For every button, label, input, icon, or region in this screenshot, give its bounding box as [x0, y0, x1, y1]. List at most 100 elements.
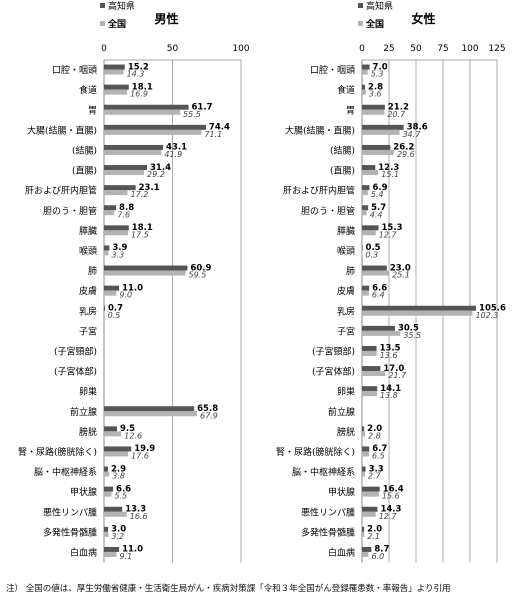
value-label-national: 12.6 — [124, 431, 142, 440]
value-label-kochi: 19.9 — [134, 444, 155, 454]
bar-national — [104, 491, 112, 497]
category-label: 卵巣 — [79, 386, 97, 398]
value-label-kochi: 3.9 — [112, 243, 127, 253]
category-label: 口腔・咽頭 — [52, 64, 97, 76]
value-label-national: 12.7 — [379, 230, 398, 239]
bar-national — [362, 170, 379, 176]
bar-kochi — [362, 64, 370, 70]
category-label: (子宮体部) — [312, 366, 355, 378]
category-label: 悪性リンパ腫 — [301, 506, 355, 518]
value-label-national: 7.6 — [117, 210, 130, 219]
bar-kochi — [104, 406, 195, 412]
bar-kochi — [104, 486, 114, 492]
category-label: 白血病 — [328, 546, 355, 558]
legend-swatch-national — [358, 21, 363, 26]
value-label-kochi: 3.0 — [111, 525, 126, 535]
value-label-national: 20.7 — [387, 110, 406, 119]
legend-label-national: 全国 — [365, 18, 384, 30]
bar-kochi — [362, 225, 379, 231]
value-label-kochi: 2.0 — [367, 424, 382, 434]
value-label-kochi: 12.3 — [378, 163, 399, 173]
bar-national — [104, 511, 127, 517]
bar-kochi — [362, 285, 370, 291]
bar-kochi — [104, 84, 129, 90]
category-label: 卵巣 — [337, 386, 355, 398]
legend-label-national: 全国 — [107, 18, 126, 30]
bar-kochi — [362, 546, 372, 552]
value-label-national: 17.2 — [131, 190, 149, 199]
legend-label-kochi: 高知県 — [366, 0, 393, 12]
category-label: 皮膚 — [79, 285, 97, 297]
bar-kochi — [104, 285, 120, 291]
value-label-kochi: 17.0 — [383, 364, 404, 374]
bar-national — [362, 391, 377, 397]
value-label-national: 4.4 — [370, 210, 383, 219]
bar-national — [362, 290, 369, 296]
value-label-kochi: 6.9 — [372, 183, 387, 193]
value-label-kochi: 2.9 — [111, 464, 126, 474]
legend-swatch-kochi — [100, 3, 105, 8]
bar-kochi — [104, 205, 117, 211]
bar-national — [104, 109, 181, 115]
legend-label-kochi: 高知県 — [108, 0, 135, 12]
value-label-kochi: 14.3 — [380, 504, 401, 514]
category-label: 腎・尿路(膀胱除く) — [18, 446, 97, 458]
bar-national — [104, 149, 162, 155]
x-tick-label: 50 — [410, 44, 422, 54]
value-label-national: 3.6 — [369, 90, 382, 99]
category-label: 肝および肝内胆管 — [25, 185, 97, 197]
bar-national — [104, 471, 110, 477]
bar-kochi — [104, 265, 188, 271]
bar-kochi — [104, 305, 105, 311]
bar-kochi — [104, 245, 110, 251]
value-label-kochi: 43.1 — [166, 143, 187, 153]
bar-national — [362, 149, 394, 155]
value-label-national: 35.5 — [403, 331, 421, 340]
value-label-national: 3.8 — [112, 472, 125, 481]
bar-kochi — [362, 466, 366, 472]
bar-kochi — [362, 486, 380, 492]
category-label: 胆のう・胆管 — [301, 205, 355, 217]
value-label-kochi: 6.7 — [372, 444, 387, 454]
category-label: 膵臓 — [337, 226, 355, 237]
category-label: 食道 — [79, 84, 97, 96]
category-label: 口腔・咽頭 — [310, 64, 355, 76]
value-label-kochi: 8.8 — [119, 203, 134, 213]
panel-title: 男性 — [154, 11, 178, 26]
value-label-kochi: 16.4 — [383, 484, 404, 494]
bar-kochi — [104, 124, 206, 130]
category-label: 胃 — [346, 105, 355, 116]
bar-national — [104, 290, 117, 296]
category-label: 胃 — [88, 105, 97, 116]
bar-national — [104, 310, 105, 316]
bar-kochi — [362, 426, 365, 432]
value-label-kochi: 14.1 — [380, 384, 401, 394]
value-label-kochi: 7.0 — [373, 62, 388, 72]
category-label: 胆のう・胆管 — [43, 205, 97, 217]
bar-kochi — [104, 165, 148, 171]
bar-kochi — [362, 325, 395, 331]
bar-kochi — [362, 265, 387, 271]
bar-kochi — [104, 446, 132, 452]
value-label-national: 34.7 — [402, 130, 421, 139]
bar-national — [104, 190, 128, 196]
bar-national — [362, 210, 367, 216]
category-label: 多発性骨髄腫 — [301, 526, 355, 538]
value-label-national: 17.5 — [131, 230, 149, 239]
value-label-kochi: 30.5 — [398, 324, 419, 334]
value-label-kochi: 74.4 — [209, 123, 230, 133]
bar-national — [104, 431, 122, 437]
bar-kochi — [362, 245, 363, 251]
value-label-kochi: 15.3 — [382, 223, 403, 233]
x-tick-label: 0 — [359, 44, 365, 54]
value-label-national: 102.3 — [475, 311, 498, 320]
bar-kochi — [362, 165, 376, 171]
bar-kochi — [362, 305, 477, 311]
bar-kochi — [362, 345, 377, 351]
category-label: 食道 — [337, 84, 355, 96]
value-label-national: 71.1 — [204, 130, 222, 139]
value-label-national: 16.9 — [130, 90, 148, 99]
value-label-kochi: 15.2 — [128, 62, 149, 72]
